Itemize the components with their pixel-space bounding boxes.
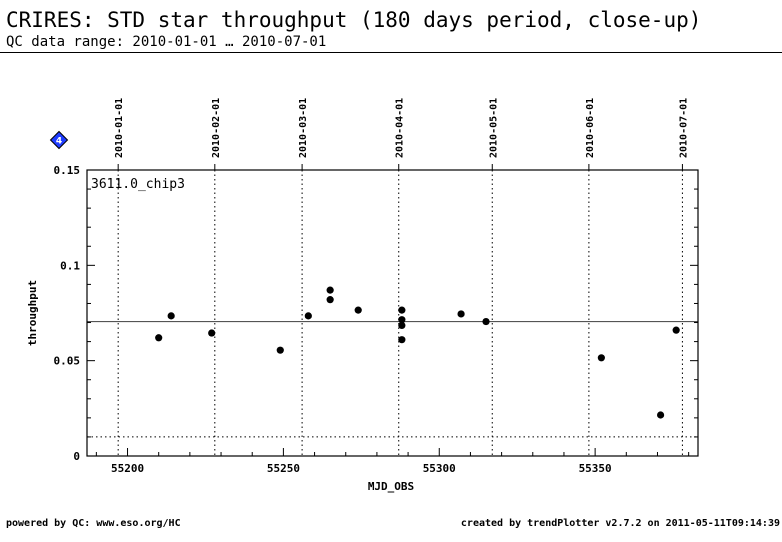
data-point [597,354,605,362]
data-point [304,312,312,320]
x-tick-label: 55250 [267,462,300,475]
data-point [326,286,334,294]
badge-label: 4 [56,137,62,147]
x-axis-label: MJD_OBS [368,480,414,493]
data-point [398,316,406,324]
date-marker-label: 2010-03-01 [298,98,309,158]
data-point [656,411,665,419]
y-axis-label: throughput [26,280,39,346]
chart-title: CRIRES: STD star throughput (180 days pe… [6,8,702,32]
date-marker-label: 2010-04-01 [395,98,406,158]
footer-created-by: created by trendPlotter v2.7.2 on 2011-0… [460,518,780,529]
data-point [398,306,406,314]
badge[interactable]: 4 [49,130,69,150]
chart-subtitle: QC data range: 2010-01-01 … 2010-07-01 [6,34,327,50]
y-tick-label: 0 [73,450,80,463]
y-tick-label: 0.05 [54,355,81,368]
date-marker-label: 2010-05-01 [488,98,499,158]
footer-powered-by: powered by QC: www.eso.org/HC [6,518,181,529]
data-point [326,296,334,304]
data-point [167,312,175,320]
x-tick-label: 55200 [111,462,144,475]
series-label: 3611.0_chip3 [91,177,185,192]
y-tick-label: 0.1 [60,259,80,272]
date-marker-label: 2010-06-01 [585,98,596,158]
date-marker-label: 2010-02-01 [211,98,222,158]
data-point [155,334,163,342]
data-point [398,336,406,344]
header-divider [0,52,782,53]
data-point [457,310,465,318]
diamond-icon [49,130,69,150]
plot-frame [86,169,699,457]
data-point [482,317,490,326]
y-tick-label: 0.15 [54,164,81,177]
data-point [208,329,216,337]
date-marker-label: 2010-01-01 [114,98,125,158]
data-point [672,326,680,334]
date-marker-label: 2010-07-01 [678,98,689,158]
data-point [276,346,284,354]
data-point [354,306,362,314]
x-tick-label: 55300 [423,462,456,475]
data-point [398,321,406,329]
x-tick-label: 55350 [579,462,612,475]
